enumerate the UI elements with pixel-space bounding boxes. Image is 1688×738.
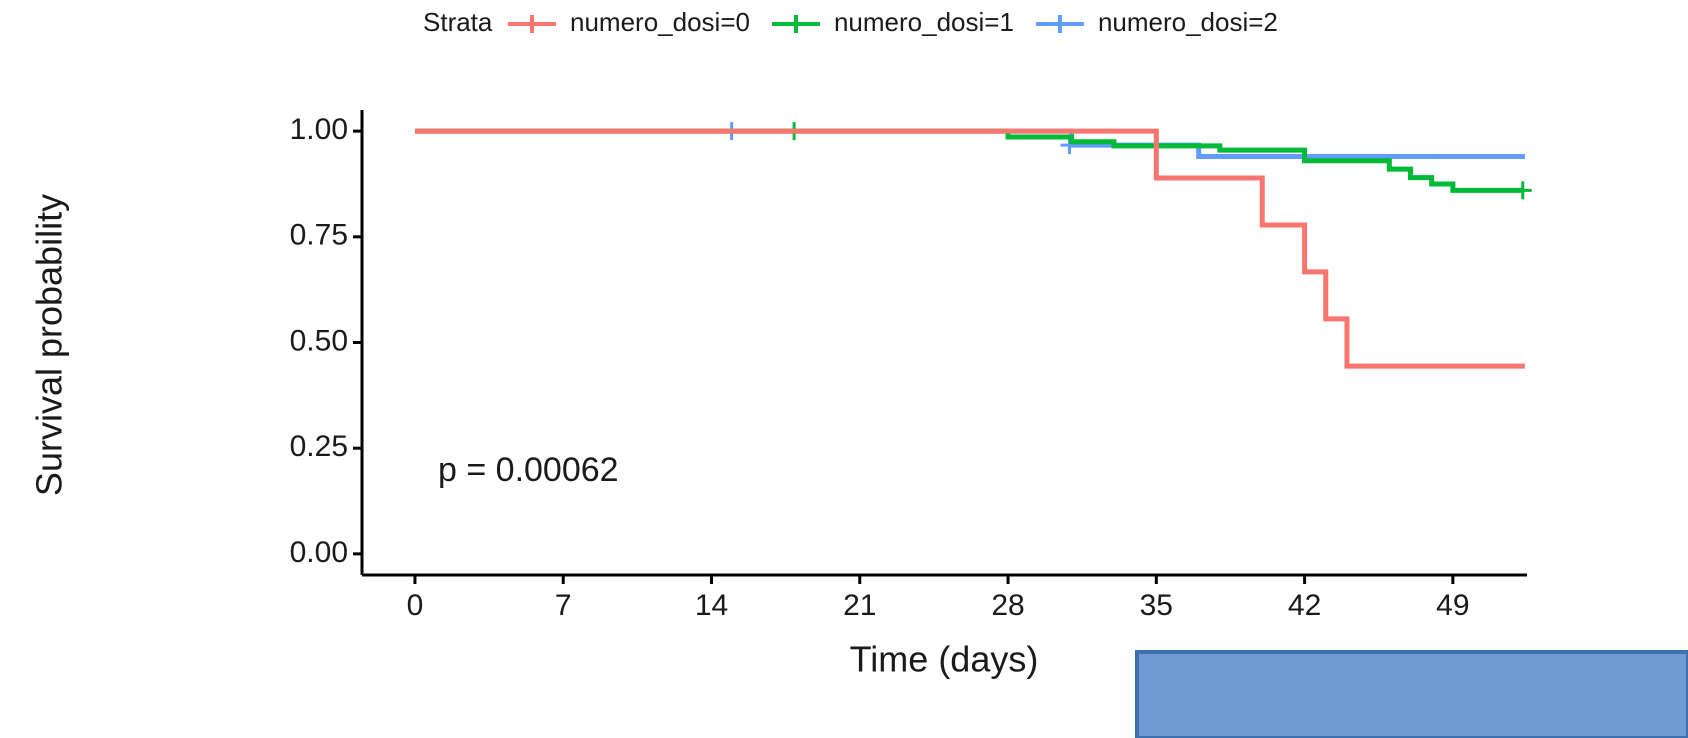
p-value: p = 0.00062 — [438, 451, 619, 489]
y-tick-label: 0.50 — [290, 324, 348, 357]
y-tick-label: 1.00 — [290, 113, 348, 146]
survival-curve — [414, 128, 1523, 193]
x-tick-label: 28 — [991, 589, 1024, 622]
x-tick-label: 49 — [1436, 589, 1469, 622]
legend-label: numero_dosi=0 — [570, 7, 750, 37]
x-tick-label: 42 — [1288, 589, 1321, 622]
legend-swatch — [508, 15, 556, 33]
x-tick-label: 14 — [695, 589, 728, 622]
image-fragment — [1135, 650, 1688, 738]
x-tick-label: 35 — [1140, 589, 1173, 622]
x-tick-label: 0 — [407, 589, 424, 622]
x-axis-title: Time (days) — [850, 639, 1039, 680]
legend-title: Strata — [423, 7, 493, 37]
y-axis-title: Survival probability — [29, 194, 70, 496]
legend-label: numero_dosi=1 — [834, 7, 1014, 37]
legend-swatch — [771, 15, 820, 33]
legend-swatch — [1035, 15, 1084, 33]
y-tick-label: 0.25 — [290, 430, 348, 463]
y-tick-label: 0.75 — [290, 219, 348, 252]
y-tick-label: 0.00 — [290, 536, 348, 569]
censor-mark — [1513, 181, 1532, 200]
x-tick-label: 21 — [843, 589, 876, 622]
legend-label: numero_dosi=2 — [1098, 7, 1278, 37]
survival-curve — [414, 128, 1525, 369]
survival-curve — [414, 128, 1525, 159]
x-tick-label: 7 — [555, 589, 572, 622]
